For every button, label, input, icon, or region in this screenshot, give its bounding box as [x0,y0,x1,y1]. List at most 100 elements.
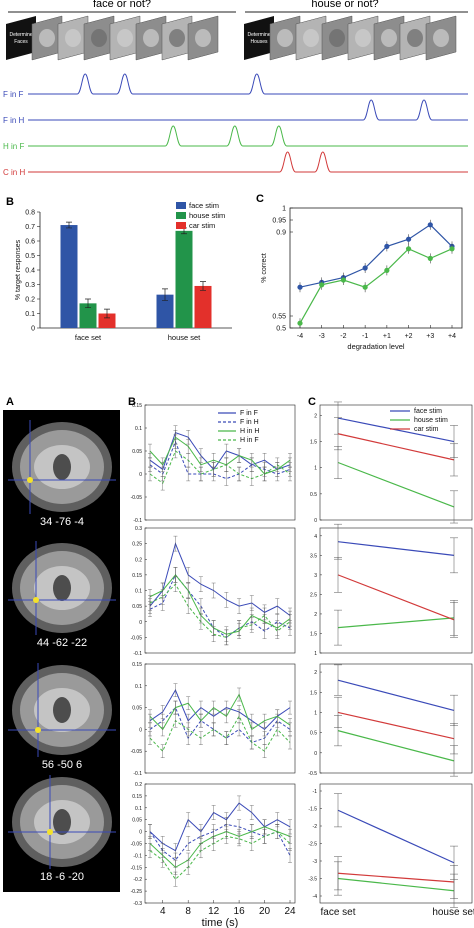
brain-coordinate-label: 34 -76 -4 [40,516,84,528]
bold-error-bar [288,735,292,750]
line-x-tick-label: -2 [340,333,346,340]
line-y-tick-label: 0.9 [276,230,286,237]
beta-plot-frame [319,527,473,654]
line-x-tick-label: -1 [362,333,368,340]
house-task-stim-frame [373,15,405,61]
bold-x-tick-label: 12 [208,906,220,917]
bold-legend-label: H in H [240,428,259,435]
brain-activation-spot [47,829,53,835]
beta-series-line [337,461,455,508]
bold-plot: -0.1 -0.05 0 0.05 0.1 0.15 0.2 0.25 0.3 [131,526,296,657]
beta-error-bar [334,664,342,696]
bold-error-bar [262,829,267,844]
face-task-frame-content [91,29,107,47]
beta-series-line [337,872,455,883]
house-task-stim-frame [425,15,457,61]
beta-y-tick-label: 0.5 [310,731,317,737]
brain-ventricle [53,575,71,601]
beta-error-bar [450,865,458,899]
face-task-frame-content [143,29,159,47]
beta-error-bar [334,417,342,451]
beta-y-tick-label: -1.5 [308,807,317,813]
face-task-stim-frame [161,15,193,61]
bold-error-bar [173,576,178,592]
face-task-frame-content [169,29,185,47]
face-task-intro-bg [6,16,36,60]
bold-error-bar [198,700,203,715]
beta-error-bar [334,793,342,828]
panel-b-top-label: B [6,196,14,208]
bar-y-tick-label: 0.8 [25,210,35,217]
bold-error-bar [211,722,216,737]
bold-error-bar [224,829,229,844]
bold-y-tick-label: 0 [139,620,142,626]
face-task-stim-frame [57,15,89,61]
bold-error-bar [186,859,191,875]
house-task-stim-frame [295,15,327,61]
line-y-tick-label: 0.5 [276,326,286,333]
house-task-frame-content [303,29,319,47]
beta-interaction-plots: 0 0.5 1 1.5 2 face stim house stim car stim 1 1.5… [308,401,474,918]
bold-series-line [149,450,291,484]
bold-y-tick-label: 0.3 [135,526,142,532]
bold-error-bar [186,582,191,599]
beta-x-tick-label: house set [432,907,474,918]
brain-slice: 44 -62 -22 [8,541,116,649]
bar-category-label: face set [75,333,102,342]
line-x-tick-label: -3 [319,333,325,340]
bold-error-bar [237,620,242,636]
bold-error-bar [288,466,292,482]
beta-y-tick-label: -3.5 [308,877,317,883]
bar-legend-label: house stim [189,211,225,220]
bar-y-tick-label: 0 [31,326,35,333]
beta-series-line [337,541,455,556]
bold-series-line [149,823,291,861]
bold-y-tick-label: -0.05 [131,842,143,848]
bold-error-bar [224,731,229,745]
beta-y-tick-label: 0.5 [310,492,317,498]
bold-series-line [149,436,291,475]
bold-error-bar [262,466,267,482]
bold-error-bar [198,614,203,630]
house-task-frame-content [407,29,423,47]
bold-error-bar [160,744,165,758]
bold-error-bar [173,535,178,552]
beta-y-tick-label: -0.5 [308,771,317,777]
bold-x-tick-label: 16 [234,906,246,917]
face-task-stim-frame [187,15,219,61]
beta-series-line [337,574,455,621]
brain-slices: 34 -76 -4 44 -62 -22 56 -50 6 18 -6 -20 [3,410,120,892]
bold-y-tick-label: 0.25 [132,542,142,548]
bold-error-bar [275,457,280,472]
bold-y-tick-label: -0.3 [133,901,142,907]
bar [98,313,116,328]
bar-legend-label: car stim [189,221,215,230]
bar-y-tick-label: 0.1 [25,311,35,318]
bold-y-tick-label: 0.05 [132,706,142,712]
brain-ventricle [53,809,71,835]
bar [175,230,193,328]
face-task-frame-content [195,29,211,47]
beta-y-tick-label: 2 [314,413,317,419]
bar-y-tick-label: 0.4 [25,268,35,275]
beta-plot: -0.5 0 0.5 1 1.5 2 [308,663,473,777]
bar-y-tick-label: 0.5 [25,253,35,260]
bold-error-bar [211,700,216,715]
bar-error-bar [66,221,72,229]
bold-error-bar [186,567,191,583]
bar-category-label: house set [168,333,201,342]
brain-slice: 34 -76 -4 [8,420,116,528]
bold-plot-frame [144,527,296,654]
house-task-frame-content [381,29,397,47]
beta-error-bar [450,602,458,638]
face-task-frame-content [117,29,133,47]
bold-y-tick-label: 0.05 [132,604,142,610]
bold-y-tick-label: -0.05 [131,749,143,755]
bold-error-bar [211,582,216,599]
line-point [427,255,433,261]
bold-plot-frame [144,404,296,521]
line-x-tick-label: +4 [448,333,456,340]
bold-x-tick-label: 20 [259,906,271,917]
beta-series-line [337,730,455,762]
